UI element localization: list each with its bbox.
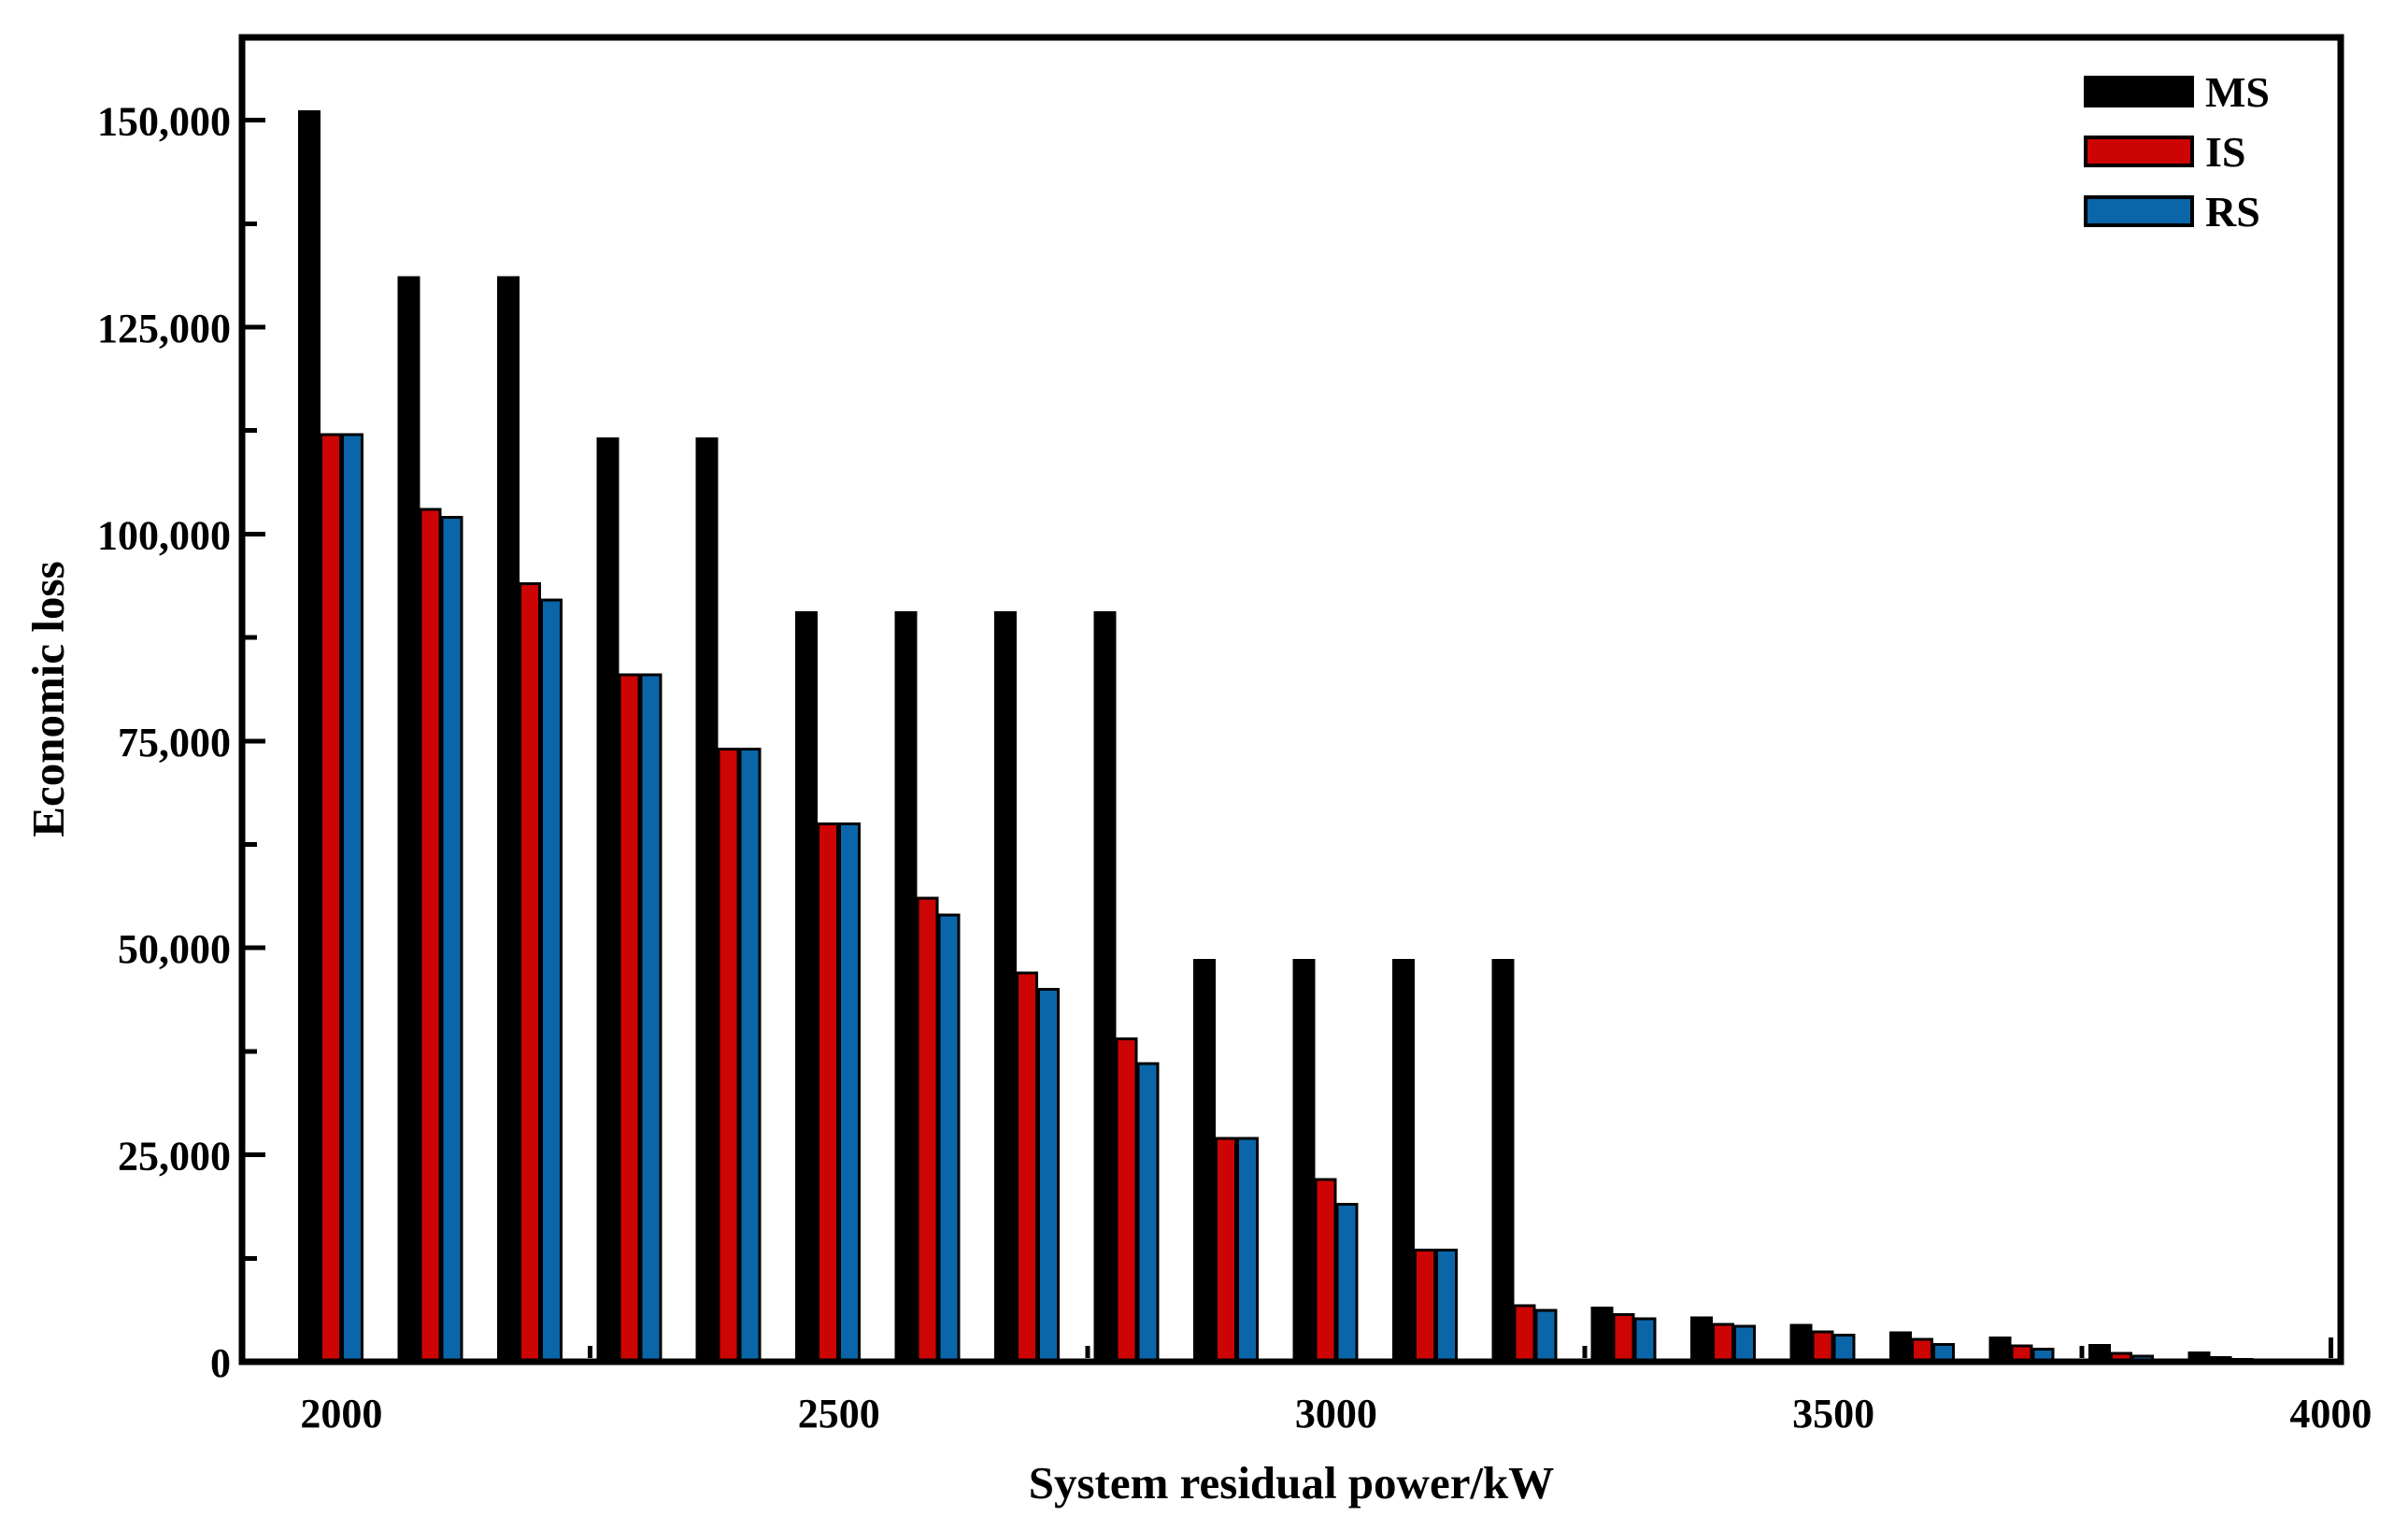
y-tick-label: 75,000 (118, 720, 231, 765)
bar-is-3400 (1712, 1323, 1735, 1364)
y-axis-title: Economic loss (22, 561, 74, 836)
ticks-layer (245, 118, 2333, 1365)
bar-is-2500 (817, 822, 840, 1364)
bar-is-3100 (1413, 1248, 1436, 1364)
x-tick-label: 2500 (798, 1391, 880, 1437)
x-tick-label: 4000 (2289, 1391, 2372, 1437)
legend-label-rs: RS (2205, 188, 2260, 236)
bar-rs-3200 (1534, 1308, 1558, 1364)
bar-rs-2300 (639, 673, 663, 1364)
bar-is-2900 (1215, 1137, 1237, 1364)
bar-ms-2600 (894, 611, 918, 1364)
legend-label-is: IS (2205, 128, 2245, 176)
bar-rs-3100 (1434, 1248, 1458, 1364)
bar-is-2400 (717, 748, 740, 1364)
y-tick-label: 25,000 (118, 1134, 231, 1180)
y-tick-label: 150,000 (97, 99, 231, 145)
bar-ms-3400 (1690, 1316, 1714, 1364)
y-tick-label: 100,000 (97, 512, 231, 558)
legend-swatch-ms (2084, 76, 2194, 107)
bar-rs-3400 (1733, 1324, 1757, 1364)
bar-rs-2900 (1236, 1137, 1259, 1364)
bar-ms-3600 (1889, 1331, 1913, 1364)
x-axis-title: System residual power/kW (1029, 1457, 1555, 1509)
bar-is-3500 (1811, 1330, 1834, 1364)
bar-ms-3200 (1491, 959, 1515, 1364)
bar-is-2200 (518, 582, 541, 1364)
bar-is-2800 (1115, 1037, 1138, 1364)
bar-ms-3300 (1590, 1306, 1614, 1364)
bar-rs-2400 (738, 748, 762, 1364)
bar-ms-2800 (1093, 611, 1117, 1364)
bar-rs-2000 (340, 433, 363, 1364)
bars-layer (297, 110, 2254, 1364)
legend-swatch-rs (2084, 195, 2194, 227)
bar-rs-2100 (440, 516, 463, 1364)
bar-rs-2200 (539, 598, 563, 1364)
legend-label-ms: MS (2205, 68, 2270, 116)
bar-is-2700 (1016, 971, 1039, 1364)
bar-ms-2900 (1193, 959, 1216, 1364)
bar-rs-2700 (1037, 988, 1061, 1364)
bar-rs-3300 (1633, 1317, 1657, 1364)
bar-rs-3000 (1335, 1203, 1359, 1364)
bar-rs-2600 (937, 913, 961, 1364)
x-tick-label: 3500 (1792, 1391, 1874, 1437)
bar-ms-2200 (496, 276, 520, 1364)
bar-is-3200 (1513, 1304, 1536, 1364)
bar-rs-2500 (838, 822, 862, 1364)
bar-ms-2300 (596, 437, 620, 1364)
bar-is-2300 (618, 673, 641, 1364)
bar-ms-2400 (695, 437, 719, 1364)
tick-labels-layer: 0 25,000 50,000 75,000 100,000 125,000 150,000… (97, 99, 2372, 1437)
legend: MS IS RS (2084, 68, 2270, 236)
legend-swatch-is (2084, 136, 2194, 167)
bar-is-2000 (319, 433, 342, 1364)
bar-rs-2800 (1136, 1062, 1160, 1364)
bar-is-3300 (1612, 1313, 1635, 1364)
plot-border (238, 34, 2344, 1366)
bar-ms-3000 (1292, 959, 1316, 1364)
x-tick-label: 2000 (300, 1391, 382, 1437)
y-tick-label: 125,000 (97, 306, 231, 351)
y-tick-label: 0 (210, 1340, 231, 1386)
bar-ms-2500 (795, 611, 819, 1364)
bar-ms-2100 (397, 276, 420, 1364)
bar-ms-3100 (1391, 959, 1415, 1364)
x-tick-label: 3000 (1295, 1391, 1377, 1437)
bar-is-3600 (1911, 1337, 1934, 1364)
bar-is-2100 (419, 508, 442, 1364)
bar-ms-3500 (1789, 1323, 1813, 1364)
bar-rs-3500 (1832, 1334, 1856, 1364)
bar-ms-2700 (994, 611, 1018, 1364)
bar-is-2600 (916, 896, 939, 1364)
y-tick-label: 50,000 (118, 926, 231, 972)
bar-is-3000 (1314, 1178, 1337, 1364)
bar-ms-3700 (1988, 1336, 2012, 1364)
bar-ms-2000 (297, 110, 321, 1364)
